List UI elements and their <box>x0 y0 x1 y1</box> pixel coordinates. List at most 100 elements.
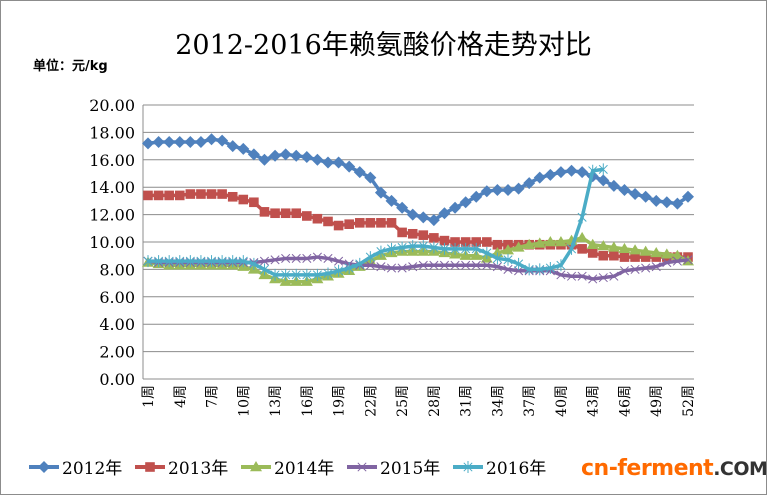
legend-marker <box>463 461 473 473</box>
data-point <box>322 156 334 169</box>
watermark-logo: cn-ferment.COM <box>581 456 767 481</box>
chart-title: 2012-2016年赖氨酸价格走势对比 <box>175 30 592 61</box>
data-point <box>269 149 282 162</box>
data-point <box>461 242 471 255</box>
data-point <box>270 208 280 219</box>
data-point <box>439 260 450 270</box>
data-point <box>502 183 514 196</box>
data-point <box>471 237 482 247</box>
legend-label: 2015年 <box>380 459 440 479</box>
data-point <box>376 262 386 272</box>
data-point <box>365 260 375 270</box>
y-tick-label: 14.00 <box>89 178 135 197</box>
data-point <box>566 271 577 281</box>
data-point <box>450 242 460 255</box>
data-point <box>439 242 450 255</box>
data-point <box>418 240 428 253</box>
data-point <box>630 252 640 262</box>
data-point <box>312 252 322 262</box>
data-point <box>397 263 407 273</box>
data-point <box>503 253 513 266</box>
data-point <box>480 185 493 198</box>
data-point <box>618 242 631 254</box>
data-point <box>503 264 513 274</box>
data-point <box>639 190 652 203</box>
data-point <box>206 189 217 199</box>
data-point <box>418 230 429 240</box>
data-point <box>291 268 301 281</box>
x-tick-label: 13周 <box>268 385 284 417</box>
data-point <box>249 257 259 270</box>
y-tick-label: 20.00 <box>89 96 135 115</box>
data-point <box>302 211 312 221</box>
data-point <box>259 263 270 276</box>
data-point <box>290 149 303 162</box>
data-point <box>344 262 354 275</box>
data-point <box>545 262 555 275</box>
data-point <box>523 177 536 190</box>
legend-marker <box>250 461 262 472</box>
data-point <box>185 189 196 199</box>
data-point <box>364 171 377 184</box>
data-point <box>598 273 608 283</box>
data-point <box>662 257 672 268</box>
data-point <box>374 186 387 199</box>
data-point <box>660 248 673 259</box>
data-point <box>429 241 439 254</box>
data-point <box>237 142 250 155</box>
data-point <box>397 241 407 254</box>
data-point <box>417 211 430 224</box>
data-point <box>544 168 557 181</box>
data-point <box>302 268 312 281</box>
data-point <box>607 179 620 192</box>
data-point <box>671 197 684 210</box>
data-point <box>175 255 185 268</box>
data-point <box>407 228 418 239</box>
data-point <box>173 135 186 148</box>
data-point <box>641 263 651 273</box>
data-point <box>471 242 481 255</box>
data-point <box>683 255 693 265</box>
y-tick-label: 18.00 <box>89 123 135 142</box>
data-point <box>376 245 386 258</box>
data-point <box>619 252 630 262</box>
data-point <box>312 213 323 224</box>
data-point <box>270 255 280 265</box>
data-point <box>588 274 598 284</box>
data-point <box>588 164 598 177</box>
data-point <box>512 182 525 195</box>
data-point <box>618 183 631 196</box>
y-tick-label: 12.00 <box>89 206 135 225</box>
legend-label: 2014年 <box>274 459 334 479</box>
data-point <box>227 191 238 202</box>
x-tick-label: 7周 <box>205 385 221 408</box>
data-point <box>556 270 566 280</box>
data-point <box>249 197 259 208</box>
data-point <box>576 231 589 243</box>
data-point <box>491 246 504 258</box>
data-point <box>323 267 333 280</box>
watermark-part2: .COM <box>713 458 767 480</box>
x-tick-label: 46周 <box>617 385 633 417</box>
data-point <box>554 236 567 247</box>
data-point <box>163 135 176 148</box>
data-point <box>576 166 589 179</box>
data-point <box>302 253 312 263</box>
data-point <box>281 253 291 263</box>
data-point <box>566 242 577 255</box>
data-point <box>482 260 492 270</box>
data-point <box>238 194 249 205</box>
legend-marker <box>38 461 50 473</box>
data-point <box>154 255 164 268</box>
data-point <box>609 271 619 281</box>
series-line-2012年 <box>147 137 689 222</box>
x-tick-label: 34周 <box>490 385 506 417</box>
x-tick-label: 10周 <box>236 385 252 417</box>
data-point <box>386 263 397 273</box>
data-point <box>533 171 546 184</box>
data-point <box>333 220 344 231</box>
data-point <box>671 249 684 260</box>
data-point <box>270 268 280 281</box>
data-point <box>185 255 195 268</box>
x-tick-label: 49周 <box>649 385 665 417</box>
